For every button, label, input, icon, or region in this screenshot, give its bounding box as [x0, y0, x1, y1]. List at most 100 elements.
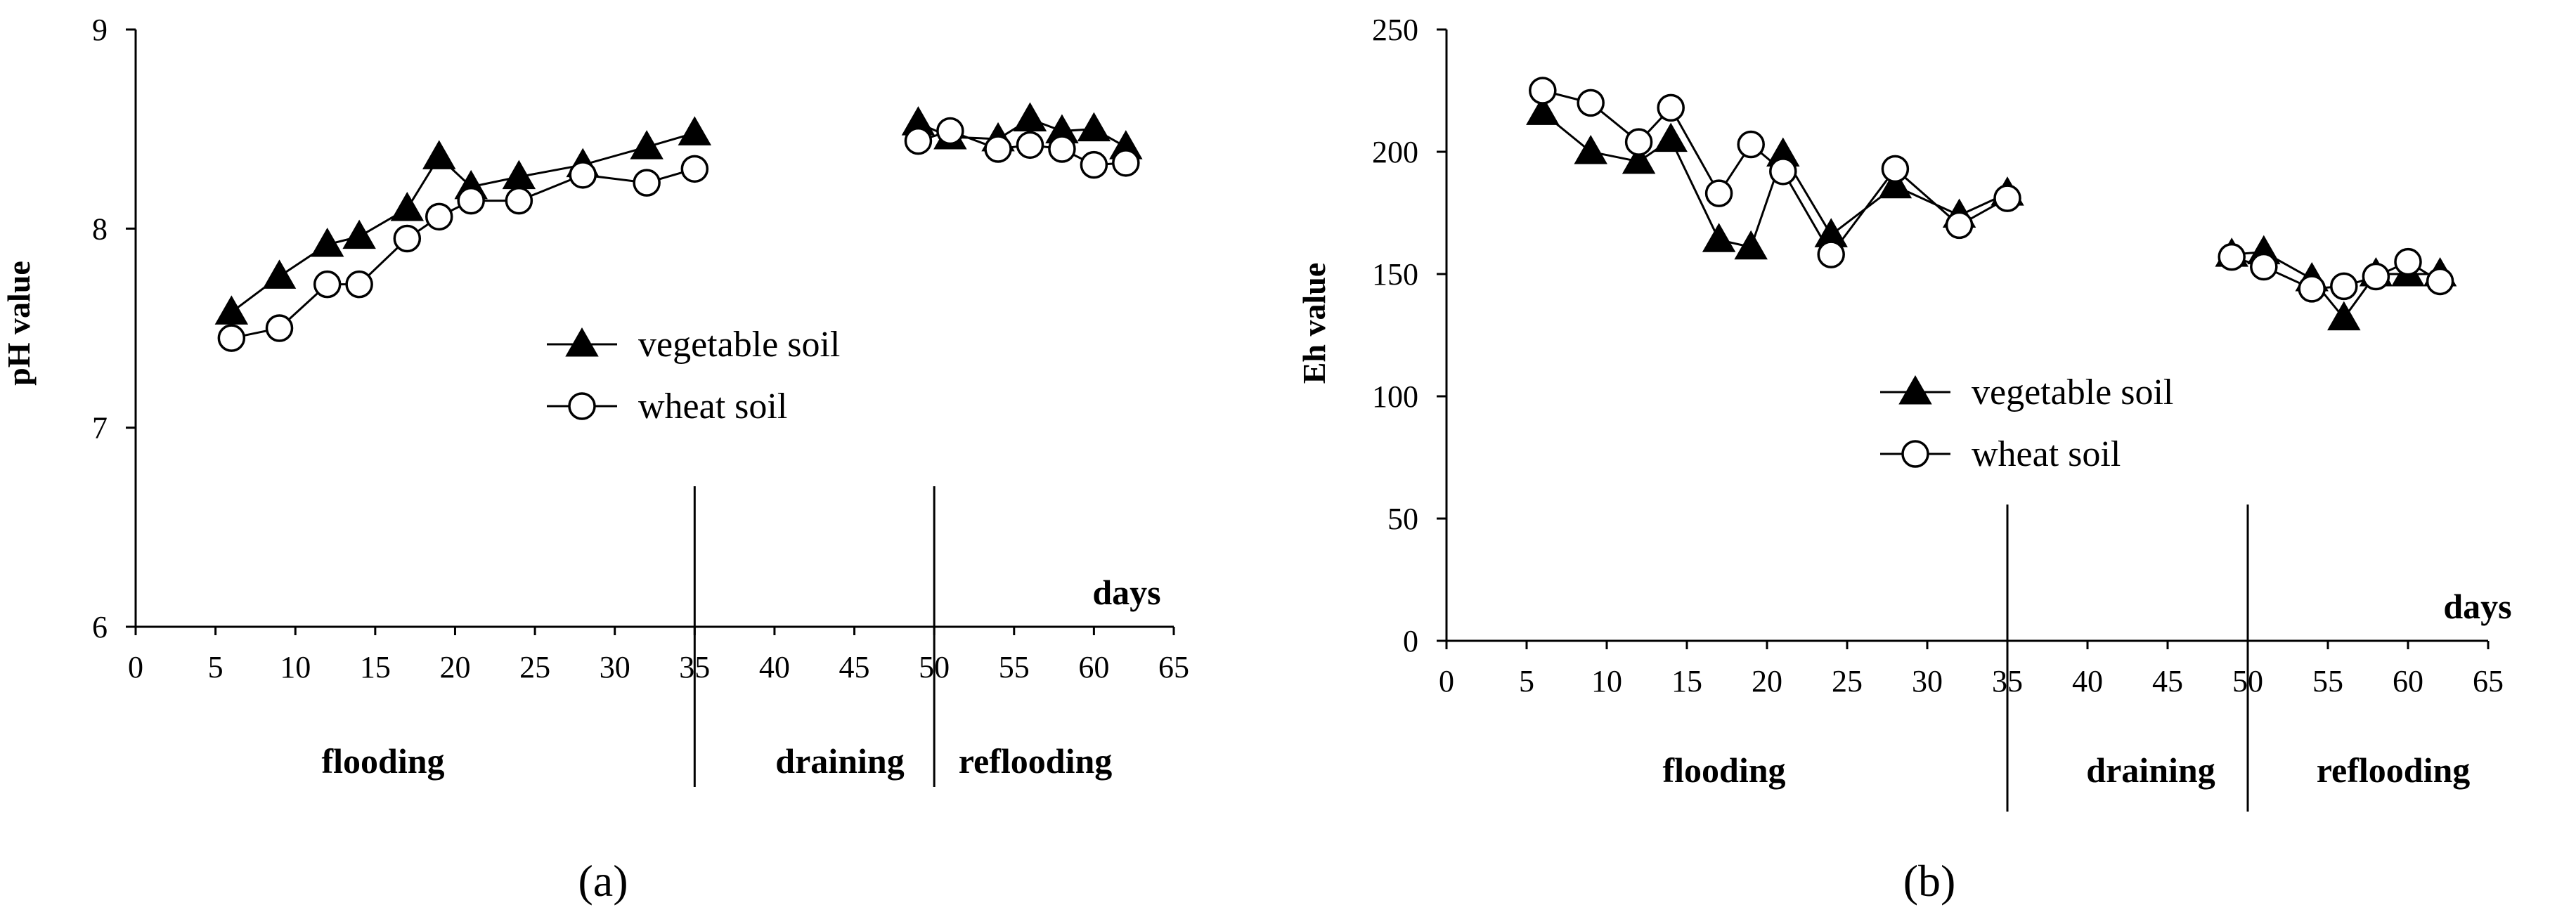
phase-label-flooding: flooding [321, 741, 444, 781]
y-axis-label: Eh value [1296, 263, 1332, 384]
data-point [2426, 267, 2454, 296]
series-wheat-soil [1529, 77, 2454, 303]
data-point [1945, 211, 1974, 240]
y-tick-label: 100 [1372, 379, 1418, 414]
data-point [345, 270, 373, 299]
data-point [1080, 150, 1108, 179]
data-point [1624, 128, 1653, 156]
data-point [633, 169, 661, 197]
series-line [231, 131, 695, 313]
data-point [214, 295, 249, 325]
data-point [342, 219, 376, 249]
x-tick-label: 60 [1078, 650, 1109, 684]
data-point [310, 227, 344, 257]
y-tick-label: 150 [1372, 257, 1418, 292]
x-axis-label: days [2443, 587, 2511, 626]
data-point [1048, 135, 1076, 163]
x-tick-label: 0 [1439, 664, 1454, 698]
phase-label-draining: draining [775, 741, 904, 781]
x-tick-label: 5 [1519, 664, 1534, 698]
y-tick-label: 8 [92, 212, 108, 246]
data-point [680, 155, 709, 183]
data-point [505, 186, 533, 215]
y-tick-label: 7 [92, 411, 108, 445]
legend-label: wheat soil [638, 386, 787, 427]
x-axis-label: days [1092, 573, 1160, 612]
legend-label: vegetable soil [638, 325, 840, 365]
data-point [390, 191, 425, 221]
data-point [2362, 262, 2390, 291]
y-tick-label: 6 [92, 610, 108, 644]
data-point [1574, 134, 1607, 164]
data-point [457, 186, 485, 215]
x-tick-label: 65 [2473, 664, 2504, 698]
data-point [2250, 252, 2278, 281]
y-tick-label: 9 [92, 13, 108, 47]
data-point [425, 202, 453, 231]
data-point [1702, 223, 1736, 252]
phase-label-reflooding: reflooding [2317, 750, 2471, 790]
data-point [1657, 93, 1685, 122]
legend-label: wheat soil [1972, 434, 2121, 474]
data-point [1622, 144, 1656, 174]
series-wheat-soil [217, 117, 1140, 352]
x-tick-label: 10 [1591, 664, 1622, 698]
data-point [393, 224, 422, 253]
data-point [1737, 130, 1765, 159]
data-point [2327, 301, 2361, 331]
legend-marker [1901, 440, 1929, 468]
panel-label: (a) [578, 856, 628, 906]
x-tick-label: 30 [600, 650, 630, 684]
x-tick-label: 15 [1671, 664, 1702, 698]
x-tick-label: 55 [2312, 664, 2343, 698]
data-point [1817, 240, 1845, 268]
data-point [1013, 102, 1047, 131]
data-point [2298, 275, 2326, 303]
x-tick-label: 65 [1158, 650, 1189, 684]
x-tick-label: 0 [128, 650, 143, 684]
data-point [1881, 155, 1910, 183]
data-point [1016, 131, 1044, 160]
legend-marker [565, 327, 599, 357]
x-tick-label: 55 [999, 650, 1030, 684]
data-point [422, 140, 456, 169]
legend-label: vegetable soil [1972, 372, 2173, 412]
legend-marker [568, 392, 596, 420]
panel-label: (b) [1903, 856, 1956, 906]
x-tick-label: 15 [360, 650, 391, 684]
phase-label-reflooding: reflooding [959, 741, 1113, 781]
x-tick-label: 40 [2072, 664, 2103, 698]
phase-label-draining: draining [2086, 750, 2215, 790]
data-point [265, 314, 294, 342]
data-point [2330, 272, 2358, 301]
data-point [1112, 149, 1140, 177]
data-point [1993, 184, 2021, 212]
data-point [1878, 169, 1912, 199]
data-point [936, 117, 964, 145]
data-point [678, 116, 712, 145]
y-tick-label: 50 [1387, 502, 1418, 536]
data-point [217, 324, 246, 352]
x-tick-label: 10 [280, 650, 311, 684]
data-point [1734, 230, 1768, 260]
data-point [1077, 112, 1111, 142]
data-point [1654, 122, 1688, 152]
x-tick-label: 20 [439, 650, 470, 684]
data-point [569, 161, 597, 189]
x-tick-label: 5 [208, 650, 224, 684]
x-tick-label: 45 [839, 650, 870, 684]
phase-label-flooding: flooding [1662, 750, 1785, 790]
x-tick-label: 60 [2393, 664, 2423, 698]
x-tick-label: 30 [1912, 664, 1943, 698]
y-tick-label: 200 [1372, 135, 1418, 169]
x-tick-label: 25 [1832, 664, 1863, 698]
data-point [1577, 89, 1605, 117]
legend-marker [1898, 375, 1932, 405]
data-point [1529, 77, 1557, 105]
y-tick-label: 0 [1403, 624, 1418, 658]
data-point [2218, 242, 2246, 271]
data-point [984, 135, 1012, 163]
data-point [630, 130, 664, 160]
y-axis-label: pH value [1, 261, 37, 386]
